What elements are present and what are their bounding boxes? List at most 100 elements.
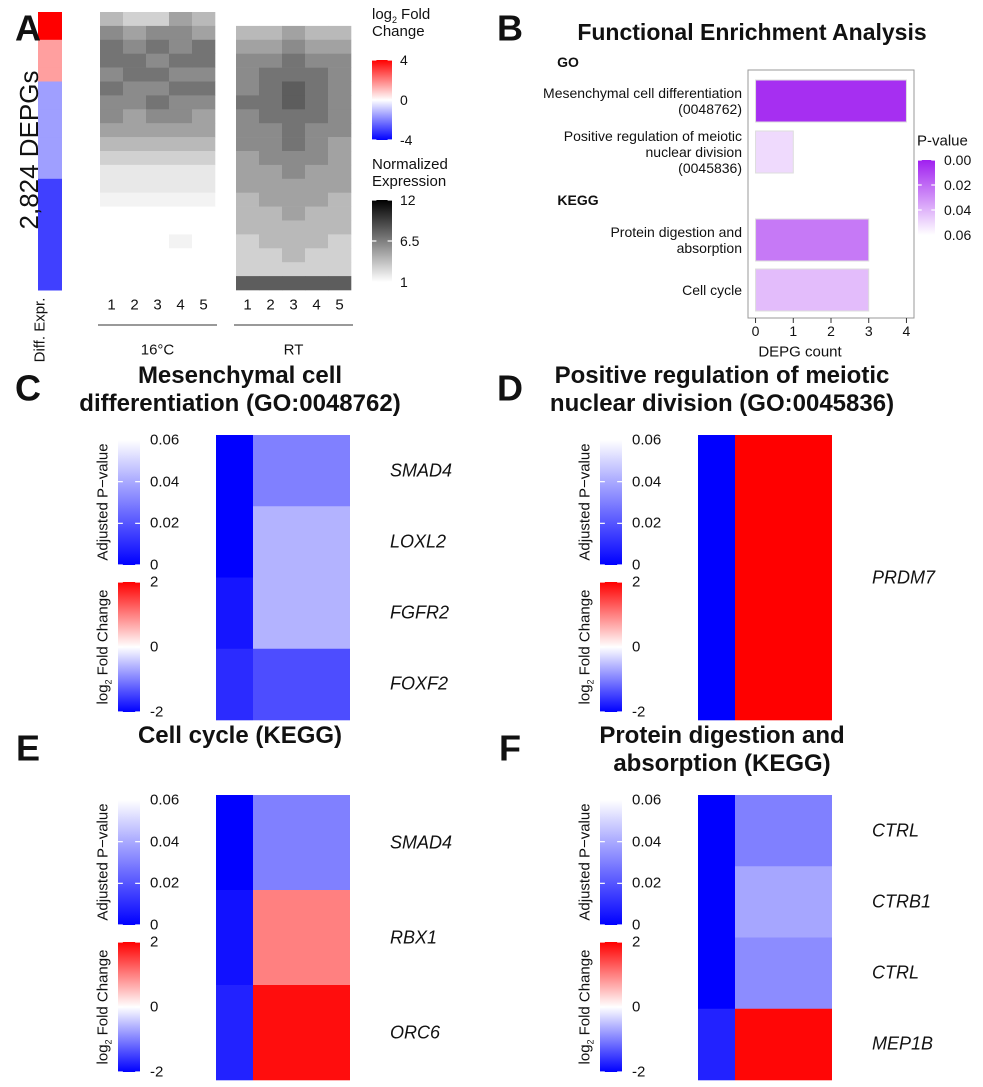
heat-cell — [259, 151, 283, 166]
heat-cell — [282, 81, 306, 96]
heat-cell — [259, 164, 283, 180]
bar — [755, 130, 794, 174]
legend-bar — [372, 60, 392, 140]
heat-cell — [100, 276, 124, 291]
row-label: 2,824 DEPGs — [14, 70, 45, 230]
heat-cell — [328, 39, 352, 54]
legend-tick-label: 2 — [150, 933, 159, 951]
heat-cell — [236, 206, 260, 221]
legend-tick-label: 0 — [632, 638, 641, 656]
heat-cell — [100, 25, 124, 41]
diff-expr-cell — [38, 95, 62, 110]
legend-tick-label: -4 — [400, 131, 413, 148]
diff-expr-cell — [38, 276, 62, 291]
legend-tick-label: 2 — [150, 573, 159, 591]
heat-cell — [192, 53, 216, 68]
heat-cell — [146, 262, 170, 277]
diff-expr-cell — [38, 248, 62, 263]
panel-label: B — [497, 7, 523, 49]
heat-cell — [192, 178, 216, 193]
heat-cell — [236, 234, 260, 249]
column-label: 5 — [199, 296, 208, 314]
padj-cell — [216, 506, 253, 578]
diff-expr-cell — [38, 178, 62, 194]
heat-cell — [169, 276, 193, 291]
heat-cell — [282, 164, 306, 180]
heat-cell — [146, 39, 170, 54]
heat-cell — [169, 220, 193, 235]
legend-bar — [918, 160, 935, 235]
fc-cell — [253, 435, 350, 507]
legend-title-text: Fold Change — [576, 949, 594, 1036]
legend-title-subscript: 2 — [585, 679, 596, 685]
heat-cell — [236, 192, 260, 207]
heat-cell — [146, 95, 170, 110]
legend-tick-label: 4 — [400, 51, 408, 68]
heat-cell — [123, 95, 147, 110]
heat-cell — [123, 81, 147, 96]
heat-cell — [328, 95, 352, 110]
legend-tick-label: -2 — [150, 1063, 164, 1081]
padj-cell — [216, 890, 253, 986]
heat-cell — [236, 25, 260, 41]
heat-cell — [236, 248, 260, 263]
heat-cell — [236, 109, 260, 124]
heat-cell — [100, 234, 124, 249]
heat-cell — [123, 67, 147, 82]
heat-cell — [169, 192, 193, 207]
heat-cell — [146, 164, 170, 180]
padj-cell — [216, 577, 253, 650]
heat-cell — [192, 276, 216, 291]
heat-cell — [305, 67, 329, 82]
diff-expr-cell — [38, 39, 62, 55]
x-axis-label: DEPG count — [758, 343, 842, 361]
fc-cell — [735, 1008, 832, 1081]
heat-cell — [328, 192, 352, 207]
heat-cell — [236, 220, 260, 235]
x-tick-label: 4 — [902, 322, 911, 339]
gene-label: PRDM7 — [872, 567, 936, 588]
legend-title-text: Fold Change — [372, 6, 431, 41]
legend-title-subscript: 2 — [103, 1039, 114, 1045]
bar — [755, 218, 870, 262]
heat-cell — [100, 39, 124, 54]
heat-cell — [146, 178, 170, 193]
legend-title-text: Fold Change — [94, 949, 112, 1036]
heat-cell — [192, 12, 216, 27]
heat-cell — [282, 206, 306, 221]
fc-cell — [735, 435, 832, 721]
heat-cell — [305, 53, 329, 68]
diff-expr-cell — [38, 123, 62, 138]
fc-cell — [735, 866, 832, 938]
legend-tick-label: 0.00 — [944, 151, 972, 168]
legend-title-subscript: 2 — [103, 679, 114, 685]
legend-title-text: log — [94, 684, 112, 705]
heat-cell — [305, 12, 329, 27]
heat-cell — [123, 39, 147, 54]
legend-tick-label: 2 — [632, 933, 641, 951]
heat-cell — [259, 137, 283, 152]
legend-tick-label: -2 — [632, 1063, 646, 1081]
heat-cell — [259, 25, 283, 41]
heat-cell — [282, 248, 306, 263]
heat-cell — [146, 137, 170, 152]
heat-cell — [259, 81, 283, 96]
group-label: GO — [557, 53, 579, 70]
panel-label: D — [497, 367, 523, 409]
heat-cell — [146, 109, 170, 124]
heat-cell — [305, 164, 329, 180]
bar — [755, 79, 907, 123]
legend-tick-label: 0 — [150, 998, 159, 1016]
heat-cell — [192, 95, 216, 110]
category-label: Positive regulation of meiotic nuclear d… — [563, 127, 742, 177]
diff-expr-cell — [38, 192, 62, 208]
heat-cell — [328, 248, 352, 263]
heat-cell — [305, 178, 329, 193]
heat-cell — [259, 234, 283, 249]
heat-cell — [169, 95, 193, 110]
legend-title: P-value — [917, 132, 968, 150]
category-label: Protein digestion and absorption — [610, 223, 742, 256]
panel-title: Cell cycle (KEGG) — [137, 722, 343, 749]
heat-cell — [282, 276, 306, 291]
diff-expr-cell — [38, 67, 62, 82]
